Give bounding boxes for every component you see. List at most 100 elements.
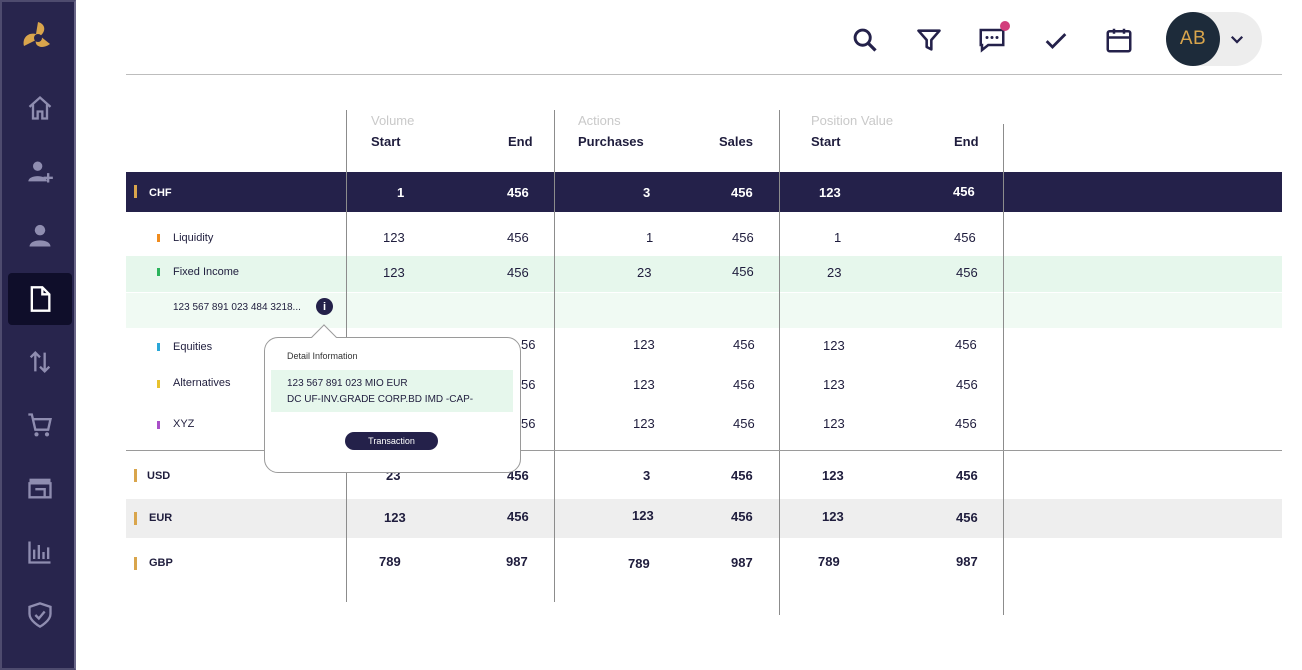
column-header-purchases[interactable]: Purchases — [578, 134, 644, 149]
cell-value: 1 — [646, 230, 654, 245]
column-divider — [1003, 124, 1004, 615]
column-header-volume-start[interactable]: Start — [371, 134, 401, 149]
popover-title: Detail Information — [287, 351, 358, 361]
section-divider — [126, 450, 1282, 451]
cell-value: 123 — [822, 468, 844, 483]
user-menu[interactable]: AB — [1166, 12, 1262, 66]
sidebar-item-add-user[interactable] — [8, 146, 72, 198]
column-header-position-start[interactable]: Start — [811, 134, 841, 149]
calendar-icon — [1106, 28, 1132, 53]
cell-value: 456 — [956, 510, 978, 525]
sidebar — [0, 0, 76, 670]
chat-icon — [979, 28, 1005, 53]
cell-value: 456 — [507, 265, 529, 280]
row-label-alternatives: Alternatives — [173, 377, 231, 389]
popover-line-1: 123 567 891 023 MIO EUR — [287, 378, 408, 389]
column-header-volume-end[interactable]: End — [508, 134, 533, 149]
cell-value: 1 — [397, 185, 405, 200]
detail-popover: Detail Information 123 567 891 023 MIO E… — [264, 337, 521, 473]
column-divider — [779, 110, 780, 615]
row-label-isin: 123 567 891 023 484 3218... — [173, 302, 301, 313]
cell-value: 123 — [823, 338, 845, 353]
cell-value: 1 — [834, 230, 842, 245]
category-marker — [157, 421, 160, 429]
cell-value: 56 — [521, 377, 536, 392]
check-icon — [1045, 33, 1067, 49]
sidebar-item-home[interactable] — [8, 82, 72, 134]
cell-value: 23 — [637, 265, 652, 280]
sidebar-item-documents[interactable] — [8, 273, 72, 325]
cell-value: 789 — [818, 554, 840, 569]
cell-value: 123 — [822, 509, 844, 524]
category-marker — [157, 234, 160, 242]
cell-value: 456 — [956, 265, 978, 280]
tasks-button[interactable] — [1036, 20, 1076, 60]
group-label-volume: Volume — [371, 113, 415, 128]
sidebar-item-cart[interactable] — [8, 399, 72, 451]
cell-value: 987 — [731, 555, 753, 570]
popover-details: 123 567 891 023 MIO EUR DC UF-INV.GRADE … — [271, 370, 513, 412]
calendar-button[interactable] — [1099, 20, 1139, 60]
sidebar-item-transfers[interactable] — [8, 336, 72, 388]
header-divider — [126, 74, 1282, 75]
cell-value: 456 — [956, 468, 978, 483]
row-label-fixed-income: Fixed Income — [173, 266, 240, 278]
cell-value: 987 — [506, 554, 528, 569]
transaction-button[interactable]: Transaction — [345, 432, 438, 450]
brand-logo-icon[interactable] — [16, 16, 60, 60]
popover-line-2: DC UF-INV.GRADE CORP.BD IMD -CAP- — [287, 394, 474, 405]
row-label-usd: USD — [147, 470, 171, 482]
sidebar-item-analytics[interactable] — [8, 526, 72, 578]
row-label-eur: EUR — [149, 512, 173, 524]
cart-icon — [28, 413, 52, 437]
row-label-xyz: XYZ — [173, 418, 195, 430]
cell-value: 456 — [955, 416, 977, 431]
column-header-position-end[interactable]: End — [954, 134, 979, 149]
cell-value: 23 — [827, 265, 842, 280]
info-button[interactable]: i — [316, 298, 333, 315]
shield-check-icon — [28, 602, 52, 629]
row-label-gbp: GBP — [149, 557, 173, 569]
home-icon — [28, 95, 52, 120]
row-label-liquidity: Liquidity — [173, 232, 214, 244]
sidebar-item-security[interactable] — [8, 589, 72, 641]
group-label-actions: Actions — [578, 113, 621, 128]
cell-value: 456 — [732, 230, 754, 245]
group-label-position-value: Position Value — [811, 113, 894, 128]
cell-value: 3 — [643, 468, 651, 483]
sidebar-item-store[interactable] — [8, 462, 72, 514]
cell-value: 123 — [383, 265, 405, 280]
cell-value: 56 — [521, 416, 536, 431]
chevron-down-icon[interactable] — [1228, 30, 1246, 48]
add-user-icon — [28, 161, 53, 183]
table-row-chf[interactable] — [126, 172, 1282, 212]
table-row-fixed-income[interactable] — [126, 256, 1282, 292]
messages-button[interactable] — [972, 20, 1012, 60]
swap-vertical-icon — [29, 351, 51, 373]
cell-value: 456 — [953, 184, 975, 199]
filter-button[interactable] — [909, 20, 949, 60]
cell-value: 456 — [733, 416, 755, 431]
cell-value: 456 — [507, 509, 529, 524]
cell-value: 123 — [823, 416, 845, 431]
currency-marker — [134, 185, 137, 198]
cell-value: 456 — [731, 185, 753, 200]
cell-value: 456 — [733, 377, 755, 392]
column-header-sales[interactable]: Sales — [719, 134, 753, 149]
row-label-equities: Equities — [173, 341, 213, 353]
avatar[interactable]: AB — [1166, 12, 1220, 66]
info-icon: i — [322, 300, 327, 313]
notification-dot — [1000, 21, 1010, 31]
cell-value: 456 — [507, 230, 529, 245]
bar-chart-icon — [28, 541, 51, 564]
category-marker — [157, 380, 160, 388]
table-row-eur[interactable] — [126, 499, 1282, 538]
currency-marker — [134, 557, 137, 570]
search-icon — [853, 28, 877, 52]
search-button[interactable] — [845, 20, 885, 60]
sidebar-item-user[interactable] — [8, 210, 72, 262]
cell-value: 456 — [956, 377, 978, 392]
cell-value: 789 — [379, 554, 401, 569]
category-marker — [157, 268, 160, 276]
cell-value: 123 — [823, 377, 845, 392]
